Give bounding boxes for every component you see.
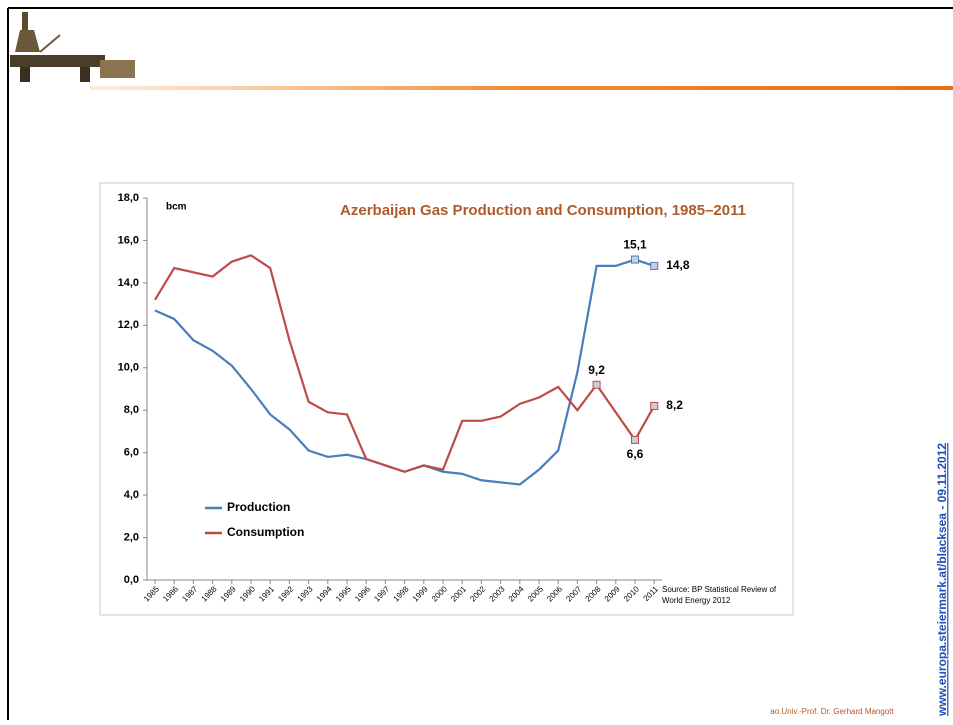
y-tick-label: 10,0	[118, 362, 139, 374]
y-tick-label: 2,0	[124, 531, 139, 543]
data-label: 8,2	[666, 398, 683, 412]
y-tick-label: 18,0	[118, 192, 139, 204]
side-link[interactable]: www.europa.steiermark.at/blacksea - 09.1…	[935, 443, 949, 717]
header-rule	[90, 86, 953, 90]
point-marker	[631, 255, 639, 264]
series-line	[154, 254, 656, 473]
y-tick-label: 0,0	[124, 574, 139, 586]
y-tick-label: 12,0	[118, 319, 139, 331]
y-unit: bcm	[166, 202, 187, 213]
point-marker	[650, 401, 659, 410]
oil-rig-icon	[10, 12, 135, 82]
point-marker	[650, 261, 659, 270]
data-label: 14,8	[666, 258, 690, 272]
y-tick-label: 14,0	[118, 277, 139, 289]
y-tick-label: 16,0	[118, 234, 139, 246]
data-label: 9,2	[588, 363, 605, 377]
legend-label: Production	[227, 500, 290, 514]
source-line: World Energy 2012	[662, 596, 731, 605]
chart-frame	[99, 182, 794, 616]
y-tick-label: 8,0	[124, 404, 139, 416]
data-label: 15,1	[623, 238, 647, 252]
y-tick-label: 6,0	[124, 447, 139, 459]
point-marker	[592, 380, 601, 389]
data-label: 6,6	[627, 447, 644, 461]
chart-title: Azerbaijan Gas Production and Consumptio…	[340, 202, 746, 219]
source-line: Source: BP Statistical Review of	[662, 585, 777, 594]
legend-label: Consumption	[227, 525, 304, 539]
footer: ao.Univ.-Prof. Dr. Gerhard Mangott	[770, 707, 894, 716]
point-marker	[631, 435, 639, 444]
y-tick-label: 4,0	[124, 489, 139, 501]
